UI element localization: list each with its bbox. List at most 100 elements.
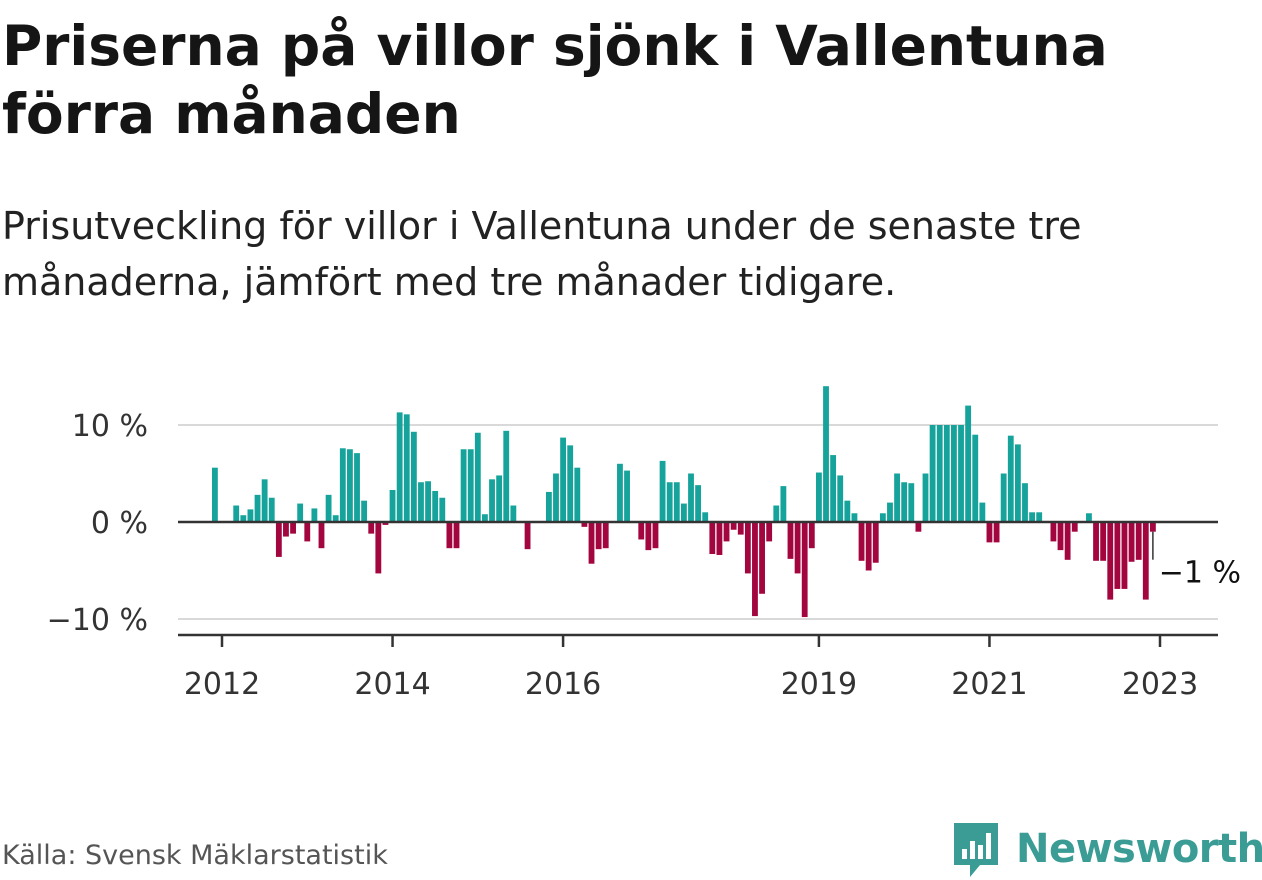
bar [823,386,829,522]
bar [887,502,893,522]
bar [460,449,467,522]
bar [581,522,588,527]
bar [808,522,815,549]
bar [261,479,268,522]
x-tick-label: 2023 [1122,667,1198,702]
bar [496,475,503,522]
bar [325,494,332,522]
bar [915,522,922,532]
bar [410,431,417,522]
bar [311,508,318,522]
bar [816,472,822,522]
bar [503,430,510,522]
bar [894,473,900,522]
bar [702,512,709,522]
x-tick-label: 2019 [781,667,857,702]
bar [709,522,716,555]
labels: 10 % 0 % −10 % 2012 2014 2016 2019 2021 2023 −1 % [47,409,1244,702]
bars [211,386,1156,618]
bar [666,482,673,522]
bar [1086,513,1092,522]
page-subtitle: Prisutveckling för villor i Vallentuna u… [2,204,1082,304]
bar [908,483,915,522]
bar [283,522,289,537]
bar [1064,522,1071,560]
bar [1128,522,1135,562]
bar [766,522,773,542]
bar [247,509,254,522]
bar [602,522,609,549]
bar [780,486,787,522]
bar [1121,522,1128,589]
bar [716,522,723,555]
bar [858,522,865,561]
bar [432,490,439,522]
bar [482,514,488,522]
bar [943,425,950,522]
bar [382,522,389,525]
bar [240,515,247,522]
bar [396,412,403,522]
bar [801,522,808,618]
bar [951,425,957,522]
bar [1114,522,1121,589]
bar [759,522,765,594]
bar [545,491,552,522]
bar [787,522,794,559]
bar [567,445,574,522]
bar [595,522,602,550]
x-tick-label: 2012 [184,667,260,702]
bar [972,434,979,522]
bar [1007,435,1014,522]
bar [268,497,275,522]
bar [773,505,780,522]
brand-logo: Newsworthy [950,818,1262,880]
bar [1100,522,1107,561]
bar [680,503,687,522]
bar [1029,512,1036,522]
bar [510,505,517,522]
bar [673,482,680,522]
bar [659,460,666,522]
bar [723,522,730,542]
bar [297,503,304,522]
bar [652,522,659,549]
y-tick-label: −10 % [47,603,148,638]
grid-lines [178,424,1218,620]
bar [794,522,801,574]
bar [489,479,495,522]
bar [837,475,844,522]
bar [439,497,446,522]
bar [318,522,325,549]
bar [389,489,396,522]
bar [645,522,652,551]
bar [929,425,936,522]
y-tick-label: 0 % [91,506,148,541]
bar [474,432,481,522]
bar [254,494,261,522]
bar [1149,522,1156,532]
bar [560,437,567,522]
bar [553,473,559,522]
bar [851,513,858,522]
bar [865,522,872,571]
bar [368,522,375,534]
x-tick-label: 2021 [951,667,1027,702]
bar [688,473,694,522]
bar [332,515,339,522]
bar [1036,512,1043,522]
bar [446,522,453,549]
x-tick-label: 2016 [525,667,601,702]
bar [574,467,581,522]
bar [830,455,837,522]
bar [872,522,879,563]
bar [211,467,218,522]
bar [879,513,886,522]
bar [958,425,964,522]
bar [965,405,972,522]
bar [375,522,382,574]
source-note: Källa: Svensk Mäklarstatistik [2,840,388,871]
bar [304,522,311,542]
bar-chart: 10 % 0 % −10 % 2012 2014 2016 2019 2021 2023 −1 % [47,386,1244,702]
bar [1071,522,1078,532]
